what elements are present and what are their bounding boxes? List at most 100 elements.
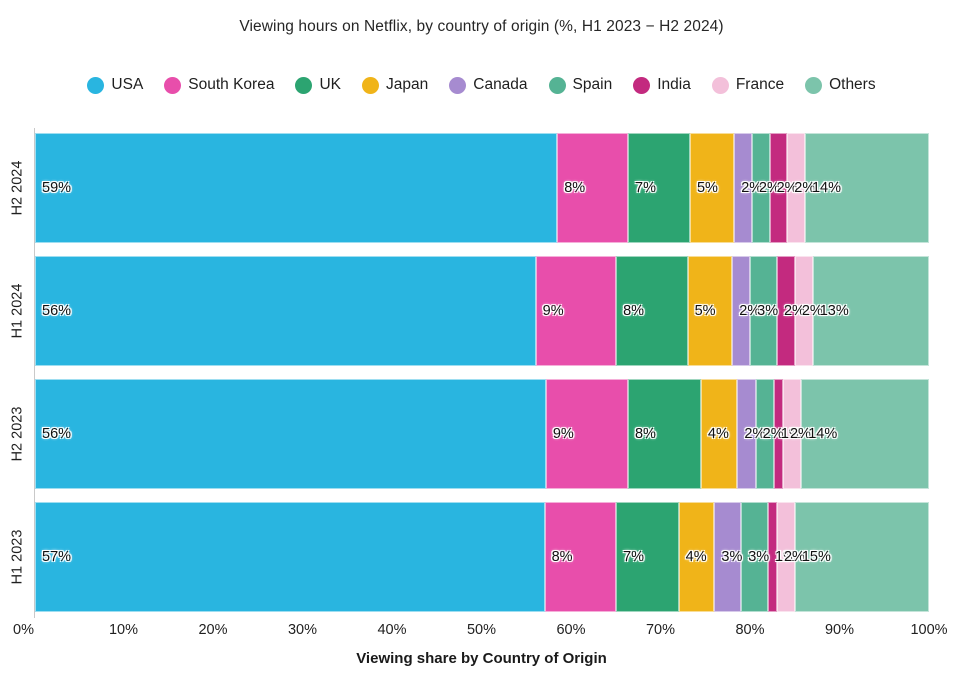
bar-segment-label: 5%	[696, 180, 718, 196]
bar-segment-india[interactable]: 2%	[769, 133, 798, 243]
bar-segment-japan[interactable]: 5%	[687, 256, 733, 366]
bar-segment-france[interactable]: 2%	[787, 133, 815, 243]
bar-segment-canada[interactable]: 2%	[734, 133, 762, 243]
bar-segment-japan[interactable]: 5%	[689, 133, 735, 243]
bar-segment-uk[interactable]: 8%	[627, 379, 701, 489]
x-axis-tick-label: 100%	[910, 622, 948, 638]
bar-row: 57% 8% 7% 4% 3% 3% 1% 2% 15%	[35, 502, 929, 612]
bar-segment-label: 3%	[757, 303, 779, 319]
x-axis-tick-label: 20%	[198, 622, 228, 638]
bars-container: 59% 8% 7% 5% 2% 2% 2% 2% 14% 56% 9% 8% 5% 2% 3% 2% 2% 13%…	[35, 128, 929, 618]
bar-segment-label: 3%	[721, 549, 743, 565]
legend-item-others[interactable]: Others	[805, 76, 876, 94]
legend-item-india[interactable]: India	[633, 76, 691, 94]
y-axis-tick-label: H1 2024	[9, 283, 26, 339]
bar-segment-india[interactable]: 2%	[776, 256, 805, 366]
bar-segment-japan[interactable]: 4%	[678, 502, 715, 612]
bar-segment-india[interactable]: 1%	[768, 502, 796, 612]
bar-segment-france[interactable]: 2%	[782, 379, 811, 489]
bar-segment-spain[interactable]: 3%	[741, 502, 769, 612]
y-axis-tick-label: H2 2024	[9, 160, 26, 216]
bar-segment-label: 4%	[707, 426, 729, 442]
bar-segment-label: 14%	[811, 180, 842, 196]
y-axis-tick: H1 2023	[0, 502, 34, 612]
x-axis-tick-label: 90%	[824, 622, 855, 638]
bar-segment-label: 56%	[42, 303, 72, 319]
legend-item-label: UK	[319, 76, 342, 93]
y-axis-tick: H1 2024	[0, 256, 34, 366]
bar-segment-label: 7%	[635, 180, 656, 196]
bar-segment-south-korea[interactable]: 9%	[545, 379, 628, 489]
legend-swatch-icon	[362, 76, 380, 94]
bar-segment-others[interactable]: 15%	[794, 502, 929, 612]
legend-swatch-icon	[548, 76, 566, 94]
bar-segment-uk[interactable]: 7%	[616, 502, 679, 612]
legend-item-label: France	[735, 76, 785, 93]
x-axis-tick-label: 50%	[466, 622, 497, 638]
x-axis-tick-label: 0%	[13, 622, 34, 638]
bar-segment-spain[interactable]: 2%	[751, 133, 780, 243]
y-axis-tick-label: H2 2023	[9, 406, 26, 462]
bar-segment-usa[interactable]: 56%	[35, 256, 536, 366]
bar-segment-others[interactable]: 14%	[804, 133, 929, 243]
bar-segment-japan[interactable]: 4%	[700, 379, 738, 489]
bar-segment-spain[interactable]: 3%	[750, 256, 779, 366]
legend-item-canada[interactable]: Canada	[449, 76, 528, 94]
bar-segment-south-korea[interactable]: 8%	[544, 502, 617, 612]
legend-item-label: Japan	[386, 76, 429, 93]
bar-segment-label: 8%	[634, 426, 656, 442]
chart-title: Viewing hours on Netflix, by country of …	[239, 18, 724, 35]
legend-item-france[interactable]: France	[711, 76, 785, 94]
bar-segment-label: 4%	[685, 549, 707, 565]
bar-segment-india[interactable]: 1%	[773, 379, 802, 489]
bar-segment-south-korea[interactable]: 9%	[535, 256, 617, 366]
legend-swatch-icon	[449, 76, 467, 94]
legend-item-label: Spain	[572, 76, 613, 93]
bar-row: 56% 9% 8% 5% 2% 3% 2% 2% 13%	[35, 256, 929, 366]
legend-item-label: Canada	[473, 76, 528, 93]
bar-segment-canada[interactable]: 2%	[737, 379, 765, 489]
legend-swatch-icon	[164, 76, 182, 94]
legend-item-usa[interactable]: USA	[87, 76, 143, 94]
bar-segment-label: 9%	[542, 303, 564, 319]
bar-segment-label: 7%	[623, 549, 645, 565]
legend-swatch-icon	[87, 76, 105, 94]
bar-segment-usa[interactable]: 57%	[35, 502, 545, 612]
x-axis-title: Viewing share by Country of Origin	[356, 650, 607, 667]
y-axis: H2 2024 H1 2024 H2 2023 H1 2023	[0, 128, 34, 618]
legend-swatch-icon	[295, 76, 313, 94]
bar-segment-label: 9%	[552, 426, 574, 442]
bar-segment-south-korea[interactable]: 8%	[557, 133, 629, 243]
legend-item-japan[interactable]: Japan	[362, 76, 428, 94]
bar-segment-france[interactable]: 2%	[776, 502, 805, 612]
y-axis-tick: H2 2023	[0, 379, 34, 489]
bar-segment-uk[interactable]: 8%	[616, 256, 688, 366]
bar-segment-uk[interactable]: 7%	[628, 133, 690, 243]
x-axis: 0% 10% 20% 30% 40% 50% 60% 70% 80% 90% 100%	[13, 618, 948, 644]
bar-segment-others[interactable]: 13%	[812, 256, 929, 366]
legend-swatch-icon	[711, 76, 729, 94]
legend-swatch-icon	[633, 76, 651, 94]
bar-segment-usa[interactable]: 56%	[35, 379, 546, 489]
legend-item-label: South Korea	[188, 76, 275, 93]
legend-item-south-korea[interactable]: South Korea	[164, 76, 274, 94]
legend-swatch-icon	[805, 76, 823, 94]
legend-item-uk[interactable]: UK	[295, 76, 341, 94]
bar-segment-label: 15%	[801, 549, 831, 565]
x-axis-tick-label: 80%	[735, 622, 765, 638]
bar-segment-label: 13%	[819, 303, 849, 319]
bar-segment-others[interactable]: 14%	[801, 379, 929, 489]
x-axis-tick-label: 30%	[287, 622, 318, 638]
legend-item-spain[interactable]: Spain	[548, 76, 613, 94]
bar-segment-label: 56%	[42, 426, 72, 442]
bar-segment-usa[interactable]: 59%	[35, 133, 558, 243]
bar-row: 56% 9% 8% 4% 2% 2% 1% 2% 14%	[35, 379, 929, 489]
y-axis-tick-label: H1 2023	[9, 529, 26, 585]
bar-segment-canada[interactable]: 2%	[732, 256, 760, 366]
x-axis-tick-label: 10%	[108, 622, 139, 638]
x-axis-tick-label: 40%	[377, 622, 407, 638]
bar-segment-spain[interactable]: 2%	[755, 379, 784, 489]
x-axis-tick-label: 60%	[556, 622, 586, 638]
bar-segment-france[interactable]: 2%	[794, 256, 823, 366]
bar-segment-canada[interactable]: 3%	[714, 502, 743, 612]
